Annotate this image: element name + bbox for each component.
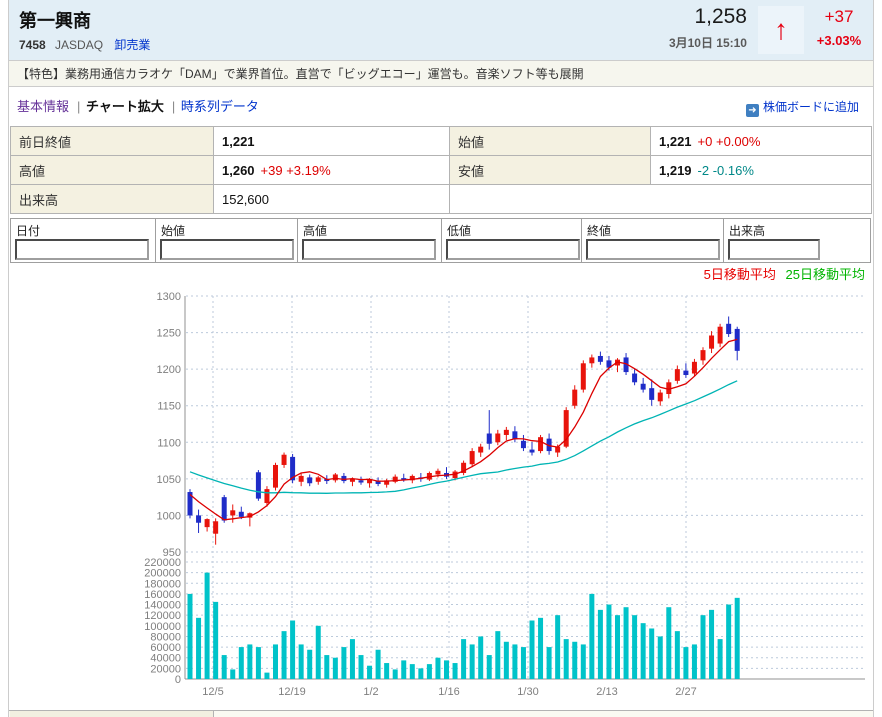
date-input[interactable] xyxy=(15,239,149,260)
svg-text:180000: 180000 xyxy=(144,578,181,590)
svg-text:2/13: 2/13 xyxy=(596,686,617,698)
partial-label-cell xyxy=(10,711,214,717)
close-input[interactable] xyxy=(586,239,720,260)
svg-text:1000: 1000 xyxy=(157,510,181,522)
table-row: 前日終値 1,221 始値 1,221 +0 +0.00% xyxy=(10,126,872,156)
high-label: 高値 xyxy=(10,155,214,185)
content-frame xyxy=(8,0,874,717)
industry-link[interactable]: 卸売業 xyxy=(114,38,151,52)
low-input[interactable] xyxy=(446,239,580,260)
add-to-board-link[interactable]: ➜ 株価ボードに追加 xyxy=(745,88,859,126)
open-label: 始値 xyxy=(449,126,651,156)
tab-separator: | xyxy=(77,99,81,114)
svg-text:1/2: 1/2 xyxy=(363,686,378,698)
input-col-high: 高値 xyxy=(297,219,441,262)
chart-legend: 5日移動平均 25日移動平均 xyxy=(10,264,871,283)
low-value: 1,219 -2 -0.16% xyxy=(650,155,872,185)
svg-text:1/16: 1/16 xyxy=(438,686,459,698)
table-row: 出来高 152,600 xyxy=(10,184,872,214)
price-change-percent: +3.03% xyxy=(816,33,862,48)
price-direction-box: ↑ xyxy=(758,6,804,54)
low-column-header: 低値 xyxy=(447,224,472,238)
input-col-open: 始値 xyxy=(155,219,297,262)
tab-chart-enlarge: チャート拡大 xyxy=(86,99,164,114)
ma25-legend-label: 25日移動平均 xyxy=(785,267,865,282)
stock-code: 7458 xyxy=(19,38,46,52)
svg-text:140000: 140000 xyxy=(144,600,181,612)
svg-text:1050: 1050 xyxy=(157,474,181,486)
add-to-board-icon: ➜ xyxy=(745,104,759,117)
ma5-legend-label: 5日移動平均 xyxy=(703,267,776,282)
svg-text:200000: 200000 xyxy=(144,568,181,580)
volume-input[interactable] xyxy=(728,239,820,260)
svg-text:1300: 1300 xyxy=(157,291,181,303)
svg-text:80000: 80000 xyxy=(150,631,181,643)
company-feature-line: 【特色】業務用通信カラオケ「DAM」で業界首位。直営で「ビッグエコー」運営も。音… xyxy=(9,60,873,87)
svg-text:12/5: 12/5 xyxy=(202,686,223,698)
tab-time-series[interactable]: 時系列データ xyxy=(180,99,259,114)
close-column-header: 終値 xyxy=(587,224,612,238)
price-change: +37 xyxy=(824,7,854,26)
high-value: 1,260 +39 +3.19% xyxy=(213,155,450,185)
stock-market: JASDAQ xyxy=(55,38,104,52)
input-col-low: 低値 xyxy=(441,219,581,262)
stock-name: 第一興商 xyxy=(19,11,91,31)
svg-text:950: 950 xyxy=(163,547,181,559)
svg-text:220000: 220000 xyxy=(144,557,181,569)
volume-column-header: 出来高 xyxy=(729,224,766,238)
svg-text:120000: 120000 xyxy=(144,610,181,622)
open-column-header: 始値 xyxy=(161,224,186,238)
open-value: 1,221 +0 +0.00% xyxy=(650,126,872,156)
next-table-partial-row xyxy=(9,710,873,717)
quote-datetime: 3月10日 15:10 xyxy=(668,36,747,50)
empty-cell xyxy=(449,184,872,214)
svg-text:160000: 160000 xyxy=(144,589,181,601)
date-column-header: 日付 xyxy=(16,224,41,238)
add-to-board-label: 株価ボードに追加 xyxy=(762,100,859,114)
price-summary-table: 前日終値 1,221 始値 1,221 +0 +0.00% 高値 1,260 +39… xyxy=(10,126,872,214)
svg-text:1150: 1150 xyxy=(157,401,181,413)
svg-text:1/30: 1/30 xyxy=(517,686,538,698)
svg-text:20000: 20000 xyxy=(150,663,181,675)
svg-text:60000: 60000 xyxy=(150,642,181,654)
input-col-close: 終値 xyxy=(581,219,723,262)
prev-close-value: 1,221 xyxy=(213,126,450,156)
svg-text:1200: 1200 xyxy=(157,364,181,376)
stock-meta: 7458 JASDAQ 卸売業 xyxy=(19,36,150,53)
high-column-header: 高値 xyxy=(303,224,328,238)
svg-text:1250: 1250 xyxy=(157,328,181,340)
svg-text:1100: 1100 xyxy=(157,437,181,449)
tab-bar: 基本情報 | チャート拡大 | 時系列データ ➜ 株価ボードに追加 xyxy=(9,88,873,126)
svg-text:100000: 100000 xyxy=(144,621,181,633)
ohlc-input-strip: 日付 始値 高値 低値 終値 出来高 xyxy=(10,218,871,263)
svg-text:12/19: 12/19 xyxy=(278,686,306,698)
candlestick-volume-chart: 950 1000 1050 1100 1150 1200 1250 1300 200004000… xyxy=(144,291,865,698)
high-input[interactable] xyxy=(302,239,436,260)
volume-label: 出来高 xyxy=(10,184,214,214)
volume-value: 152,600 xyxy=(213,184,450,214)
up-arrow-icon: ↑ xyxy=(774,14,788,45)
tab-separator: | xyxy=(171,99,176,114)
svg-text:0: 0 xyxy=(175,674,181,686)
quote-header: 第一興商 7458 JASDAQ 卸売業 1,258 3月10日 15:10 ↑… xyxy=(9,0,873,60)
current-price: 1,258 xyxy=(694,5,747,28)
input-col-volume: 出来高 xyxy=(723,219,870,262)
input-col-date: 日付 xyxy=(11,219,155,262)
table-row: 高値 1,260 +39 +3.19% 安値 1,219 -2 -0.16% xyxy=(10,155,872,185)
prev-close-label: 前日終値 xyxy=(10,126,214,156)
svg-text:2/27: 2/27 xyxy=(675,686,696,698)
open-input[interactable] xyxy=(160,239,294,260)
stock-chart-area: 950 1000 1050 1100 1150 1200 1250 1300 20000 4000… xyxy=(0,283,882,709)
low-label: 安値 xyxy=(449,155,651,185)
tab-basic-info[interactable]: 基本情報 xyxy=(17,99,70,114)
svg-text:40000: 40000 xyxy=(150,653,181,665)
